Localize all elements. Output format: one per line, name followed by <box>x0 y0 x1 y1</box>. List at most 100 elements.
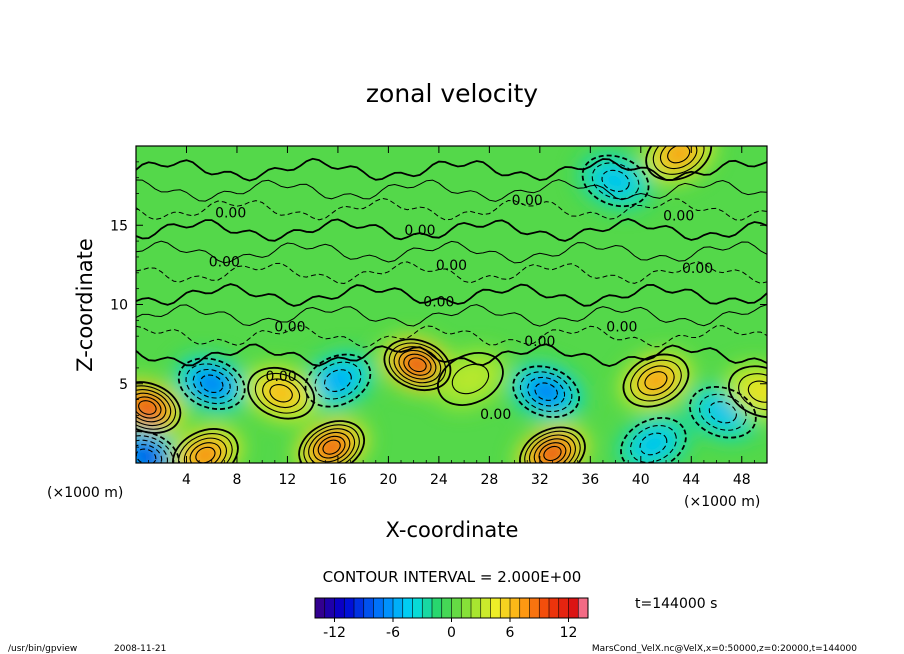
colorbar-swatch-17 <box>480 598 491 618</box>
contour-2-2 <box>192 368 231 399</box>
contour-0-5 <box>408 357 427 373</box>
colorbar-swatch-11 <box>422 598 433 618</box>
contour-4-0 <box>512 365 581 418</box>
contour-0-0 <box>383 338 452 392</box>
contour-label-10: 0.00 <box>606 320 637 336</box>
contour-label-5: 0.00 <box>436 258 467 274</box>
contour-2-1 <box>185 363 238 405</box>
colorbar-swatch-13 <box>441 598 452 618</box>
contour-7-0 <box>298 420 365 463</box>
contour-8-2 <box>136 439 168 463</box>
contour-0-3 <box>398 349 437 380</box>
contour-10-2 <box>262 378 301 409</box>
plot-background <box>136 146 767 463</box>
contour-label-8: 0.00 <box>524 334 555 350</box>
contour-level-2 <box>136 197 767 221</box>
contour-0-1 <box>388 342 447 387</box>
x-tick-label-32: 32 <box>531 472 549 488</box>
contour-1-1 <box>630 359 682 402</box>
contour-5-1 <box>524 430 581 463</box>
contour-16-0 <box>728 365 767 418</box>
colorbar-swatch-27 <box>578 598 589 618</box>
contour-5-5 <box>543 445 562 462</box>
x-unit-right: (×1000 m) <box>684 494 760 510</box>
contour-1-2 <box>637 365 675 396</box>
contour-6-3 <box>136 392 167 423</box>
x-tick-label-48: 48 <box>733 472 751 488</box>
contour-6-2 <box>136 389 172 427</box>
contour-9-3 <box>189 442 222 463</box>
contour-7-5 <box>322 439 341 455</box>
contour-2-3 <box>200 374 224 393</box>
contour-4-2 <box>527 376 566 407</box>
colorbar-swatch-8 <box>393 598 404 618</box>
colorbar <box>314 597 589 619</box>
y-tick-label-5: 5 <box>119 377 128 393</box>
colorbar-ticks: -12 -6 0 6 12 <box>323 618 577 641</box>
contour-14-2 <box>601 169 630 192</box>
plot-area <box>136 146 767 463</box>
velocity-feature-4 <box>507 362 585 422</box>
colorbar-swatch-15 <box>461 598 472 618</box>
x-unit-left: (×1000 m) <box>47 485 123 501</box>
x-axis-label: X-coordinate <box>386 518 519 542</box>
x-tick-label-20: 20 <box>379 472 397 488</box>
colorbar-swatch-22 <box>529 598 540 618</box>
x-tick-label-40: 40 <box>632 472 650 488</box>
contour-12-2 <box>708 401 737 424</box>
y-tick-label-10: 10 <box>110 298 128 314</box>
contour-interval-label: CONTOUR INTERVAL = 2.000E+00 <box>323 568 582 586</box>
contour-11-2 <box>639 432 668 456</box>
contour-level-5 <box>136 261 767 285</box>
colorbar-swatch-14 <box>451 598 462 618</box>
contour-3-2 <box>323 369 352 392</box>
x-tick-label-8: 8 <box>232 472 241 488</box>
contour-label-1: 0.00 <box>209 255 240 271</box>
colorbar-swatch-6 <box>373 598 384 618</box>
colorbar-tick-label-1: -6 <box>386 625 400 641</box>
x-tick-label-16: 16 <box>329 472 347 488</box>
contour-label-0: 0.00 <box>215 206 246 222</box>
colorbar-swatch-5 <box>363 598 374 618</box>
contour-8-0 <box>136 430 180 463</box>
x-tick-label-28: 28 <box>480 472 498 488</box>
contour-lines <box>136 146 767 463</box>
contour-label-3: 0.00 <box>266 369 297 385</box>
contour-2-0 <box>177 357 246 411</box>
contour-5-2 <box>529 434 576 463</box>
colorbar-swatch-16 <box>471 598 482 618</box>
colorbar-swatch-20 <box>510 598 521 618</box>
contour-label-6: 0.00 <box>423 294 454 310</box>
colorbar-swatch-24 <box>549 598 560 618</box>
colorbar-swatch-21 <box>519 598 530 618</box>
velocity-feature-10 <box>242 363 320 423</box>
footer-source: MarsCond_VelX.nc@VelX,x=0:50000,z=0:2000… <box>592 644 857 654</box>
contour-label-7: 0.00 <box>512 193 543 209</box>
colorbar-tick-label-2: 0 <box>447 625 456 641</box>
contour-8-4 <box>136 448 157 463</box>
contour-16-2 <box>747 380 767 403</box>
contour-1-3 <box>644 371 668 391</box>
y-axis: 5 10 15 <box>110 161 767 448</box>
contour-6-5 <box>138 400 157 415</box>
contour-level-7 <box>136 304 767 327</box>
contour-10-0 <box>247 366 316 420</box>
colorbar-swatch-1 <box>324 598 335 618</box>
chart-title: zonal velocity <box>366 79 538 108</box>
contour-6-4 <box>136 396 162 419</box>
colorbar-swatch-2 <box>334 598 345 618</box>
contour-14-1 <box>591 162 640 200</box>
contour-13-1 <box>652 146 705 175</box>
colorbar-swatch-26 <box>568 598 579 618</box>
contour-8-1 <box>136 435 174 463</box>
contour-13-2 <box>659 146 698 170</box>
contour-label-4: 0.00 <box>404 223 435 239</box>
colorbar-swatch-4 <box>354 598 365 618</box>
contour-7-3 <box>312 431 351 463</box>
colorbar-swatch-10 <box>412 598 423 618</box>
contour-11-0 <box>620 417 687 463</box>
contour-11-1 <box>629 424 677 463</box>
contour-label-12: 0.00 <box>682 261 713 277</box>
contour-9-0 <box>172 428 239 463</box>
